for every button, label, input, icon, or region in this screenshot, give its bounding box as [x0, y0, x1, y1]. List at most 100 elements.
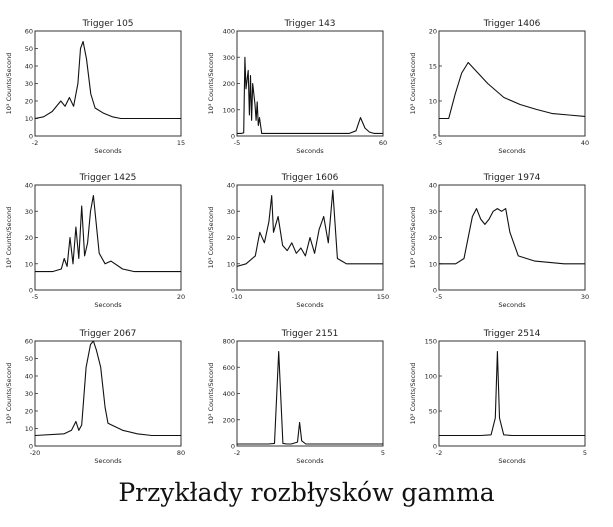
y-axis-label: 10³ Counts/Second	[5, 53, 13, 115]
x-tick-label: 30	[581, 293, 589, 301]
figure-caption: Przykłady rozbłysków gamma	[118, 478, 495, 507]
series-line-1	[237, 56, 383, 134]
y-tick-label: 20	[25, 98, 33, 106]
y-tick-label: 30	[227, 208, 235, 216]
y-tick-label: 10	[25, 260, 33, 268]
y-tick-label: 10	[429, 260, 437, 268]
y-axis-label: 10³ Counts/Second	[207, 363, 215, 425]
panel-title: Trigger 1425	[79, 173, 137, 183]
y-tick-label: 5	[433, 133, 437, 141]
panel-title: Trigger 143	[283, 19, 335, 29]
x-axis-label: Seconds	[296, 457, 324, 465]
y-tick-label: 20	[429, 234, 437, 242]
y-tick-label: 0	[29, 287, 33, 295]
series-line-1	[34, 40, 181, 120]
y-tick-label: 10	[25, 115, 33, 123]
panel-2: Trigger 143 0 100 200 300 400 -5 60 Seconds 10³ C…	[207, 19, 387, 155]
y-tick-label: 0	[231, 287, 235, 295]
y-tick-label: 40	[25, 63, 33, 71]
plot-frame	[438, 30, 586, 137]
panel-7: Trigger 2067 0 10 20 30 40 50 60 -20 80 Seconds 10³…	[5, 329, 185, 465]
y-axis-label: 10³ Counts/Second	[409, 53, 417, 115]
x-tick-label: 150	[377, 293, 389, 301]
y-tick-label: 200	[223, 80, 235, 88]
panel-8: Trigger 2151 0 200 400 600 800 -2 5 Seconds 10³ C…	[207, 329, 385, 465]
x-tick-label: 20	[177, 293, 185, 301]
y-tick-label: 60	[25, 338, 33, 346]
plot-frame	[34, 30, 182, 137]
series-line-1	[34, 340, 181, 437]
panel-1: Trigger 105 0 10 20 30 40 50 60 -2 15 Seconds 10³ C…	[5, 19, 185, 155]
y-tick-label: 20	[429, 28, 437, 36]
y-tick-label: 20	[25, 234, 33, 242]
panel-6: Trigger 1974 0 10 20 30 40 -5 30 Seconds 10³ Coun…	[409, 173, 589, 309]
y-tick-label: 30	[25, 80, 33, 88]
x-tick-label: -20	[30, 449, 41, 457]
x-tick-label: -5	[436, 293, 442, 301]
panel-9: Trigger 2514 0 50 100 150 -2 5 Seconds 10³ Count…	[409, 329, 587, 465]
y-axis-label: 10³ Counts/Second	[409, 207, 417, 269]
plot-frame	[438, 340, 586, 447]
series-line-1	[439, 350, 585, 437]
y-tick-label: 0	[433, 443, 437, 451]
series-line-1	[439, 61, 586, 120]
x-tick-label: 80	[177, 449, 185, 457]
series-line-1	[237, 350, 383, 445]
y-tick-label: 150	[425, 338, 437, 346]
y-tick-label: 400	[223, 28, 235, 36]
series-line-1	[439, 208, 585, 265]
y-tick-label: 400	[223, 390, 235, 398]
y-axis-label: 10³ Counts/Second	[5, 207, 13, 269]
x-tick-label: -2	[32, 139, 38, 147]
y-tick-label: 15	[429, 63, 437, 71]
y-tick-label: 100	[425, 373, 437, 381]
y-tick-label: 300	[223, 54, 235, 62]
y-axis-label: 10³ Counts/Second	[207, 207, 215, 269]
y-tick-label: 0	[231, 133, 235, 141]
y-tick-label: 40	[227, 182, 235, 190]
x-axis-label: Seconds	[296, 301, 324, 309]
panel-4: Trigger 1425 0 10 20 30 40 -5 20 Seconds 10³ Coun…	[5, 173, 185, 309]
x-tick-label: -2	[234, 449, 240, 457]
x-axis-label: Seconds	[94, 147, 122, 155]
x-axis-label: Seconds	[498, 301, 526, 309]
x-axis-label: Seconds	[296, 147, 324, 155]
y-tick-label: 20	[227, 234, 235, 242]
plot-frame	[236, 340, 384, 447]
x-axis-label: Seconds	[498, 457, 526, 465]
panel-5: Trigger 1606 0 10 20 30 40 -10 150 Seconds 10³ Co…	[207, 173, 389, 309]
panel-3: Trigger 1406 5 10 15 20 -5 40 Seconds 10³ Counts…	[409, 19, 589, 155]
x-tick-label: 15	[177, 139, 185, 147]
y-tick-label: 40	[25, 373, 33, 381]
y-tick-label: 0	[433, 287, 437, 295]
y-axis-label: 10³ Counts/Second	[409, 363, 417, 425]
y-tick-label: 800	[223, 338, 235, 346]
x-axis-label: Seconds	[94, 457, 122, 465]
panel-title: Trigger 1974	[483, 173, 541, 183]
plot-frame	[34, 340, 182, 447]
x-tick-label: 40	[581, 139, 589, 147]
y-tick-label: 30	[429, 208, 437, 216]
x-axis-label: Seconds	[94, 301, 122, 309]
panel-title: Trigger 2151	[281, 329, 339, 339]
x-tick-label: 5	[583, 449, 587, 457]
x-axis-label: Seconds	[498, 147, 526, 155]
y-tick-label: 30	[25, 208, 33, 216]
y-tick-label: 50	[429, 408, 437, 416]
y-tick-label: 200	[223, 416, 235, 424]
x-tick-label: 5	[381, 449, 385, 457]
panel-title: Trigger 1406	[483, 19, 541, 29]
x-tick-label: 60	[379, 139, 387, 147]
y-tick-label: 40	[25, 182, 33, 190]
y-tick-label: 50	[25, 45, 33, 53]
series-line-1	[236, 189, 383, 267]
x-tick-label: -10	[232, 293, 243, 301]
y-tick-label: 10	[227, 260, 235, 268]
y-tick-label: 60	[25, 28, 33, 36]
panel-title: Trigger 105	[81, 19, 133, 29]
y-tick-label: 10	[25, 425, 33, 433]
y-tick-label: 0	[29, 443, 33, 451]
series-line-1	[35, 194, 181, 273]
x-tick-label: -5	[234, 139, 240, 147]
